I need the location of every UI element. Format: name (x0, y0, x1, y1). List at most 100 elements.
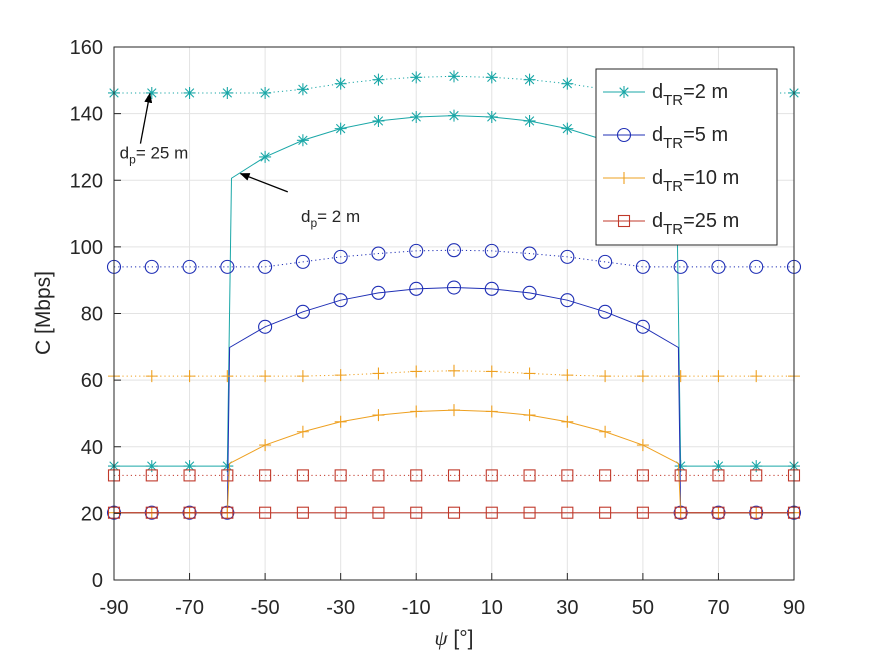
data-point-dotted (673, 259, 688, 274)
data-point-solid (485, 506, 498, 519)
data-point-dotted (372, 469, 385, 482)
data-point-solid (334, 506, 347, 519)
legend-entry-3: dTR=10 m (603, 167, 739, 195)
data-point-solid (410, 506, 423, 519)
legend-label-main: d (652, 210, 663, 232)
data-point-dotted (259, 86, 272, 99)
annotation-sub: p (129, 153, 136, 167)
series-solid-line (114, 287, 794, 514)
data-point-dotted (183, 86, 196, 99)
data-point-solid (410, 405, 423, 418)
data-point-dotted (371, 246, 386, 261)
data-point-solid (259, 439, 272, 452)
data-point-solid (446, 280, 462, 295)
legend-label-sub: TR (663, 92, 683, 109)
data-point-dotted (674, 469, 687, 482)
data-point-solid (334, 122, 347, 135)
legend-label-rest: =10 m (683, 167, 739, 189)
data-point-solid (372, 114, 385, 127)
data-point-solid (523, 506, 536, 519)
legend-entry-4: dTR=25 m (603, 210, 739, 238)
data-point-dotted (674, 370, 687, 383)
series-4 (107, 469, 801, 519)
data-point-solid (598, 304, 613, 319)
data-point-dotted (712, 469, 725, 482)
data-point-solid (712, 506, 725, 519)
data-point-solid (599, 506, 612, 519)
x-tick-label: -10 (402, 597, 431, 619)
data-point-dotted (636, 469, 649, 482)
data-point-dotted (599, 469, 612, 482)
data-point-solid (523, 114, 536, 127)
data-point-solid (259, 506, 272, 519)
legend-label-main: d (652, 124, 663, 146)
legend-label-sub: TR (663, 135, 683, 152)
annotation-main: d (120, 144, 129, 163)
data-point-dotted (561, 77, 574, 90)
data-point-dotted (221, 370, 234, 383)
data-point-dotted (183, 469, 196, 482)
data-point-dotted (409, 243, 424, 258)
legend-label-rest: =25 m (683, 210, 739, 232)
y-tick-label: 0 (92, 570, 103, 592)
data-point-dotted (635, 259, 650, 274)
data-point-dotted (410, 71, 423, 84)
legend-label-main: d (652, 81, 663, 103)
data-point-dotted (258, 259, 273, 274)
data-point-solid (448, 109, 460, 122)
data-point-solid (750, 506, 763, 519)
data-point-solid (296, 425, 309, 438)
data-point-dotted (711, 259, 726, 274)
data-point-dotted (296, 83, 309, 96)
data-point-dotted (599, 370, 612, 383)
data-point-dotted (334, 77, 347, 90)
data-point-dotted (485, 365, 498, 378)
data-point-dotted (182, 259, 197, 274)
legend-label-sub: TR (663, 178, 683, 195)
data-point-dotted (485, 469, 498, 482)
annotation-arrow (139, 92, 153, 144)
data-point-dotted (145, 469, 158, 482)
legend-entry-2: dTR=5 m (603, 124, 728, 152)
data-point-solid (258, 319, 273, 334)
data-point-solid (334, 415, 347, 428)
data-point-solid (296, 506, 309, 519)
data-point-dotted (410, 469, 423, 482)
data-point-dotted (485, 71, 498, 84)
series-dotted-line (114, 249, 794, 268)
data-point-solid (599, 425, 612, 438)
annotation-main: d (301, 207, 310, 226)
annotation-arrow (239, 172, 289, 193)
data-point-dotted (447, 469, 461, 482)
data-point-dotted (750, 370, 763, 383)
data-point-dotted (749, 259, 764, 274)
data-point-solid (636, 439, 649, 452)
data-point-dotted (372, 367, 385, 380)
data-point-solid (561, 506, 574, 519)
data-point-solid (561, 415, 574, 428)
annotations: dp= 25 mdp= 2 m (120, 92, 360, 230)
legend-label-main: d (652, 167, 663, 189)
legend-entry-1: dTR=2 m (603, 81, 728, 109)
x-tick-label: 10 (481, 597, 503, 619)
data-point-solid (183, 460, 196, 473)
data-point-solid (712, 460, 725, 473)
y-tick-label: 160 (70, 37, 103, 59)
data-point-solid (674, 506, 687, 519)
x-tick-label: -90 (100, 597, 129, 619)
annotation-1: dp= 25 m (120, 92, 188, 167)
axis-ticks: -90 -70 -50 -30 -10 10 30 50 70 90 0 20 40 60 80 100 120… (70, 37, 806, 619)
data-point-dotted (333, 249, 348, 264)
data-point-solid (372, 506, 385, 519)
data-point-dotted (259, 469, 272, 482)
data-point-dotted (259, 370, 272, 383)
data-point-solid (448, 404, 460, 417)
data-point-dotted (561, 469, 574, 482)
data-point-dotted (560, 249, 575, 264)
legend-marker (616, 127, 632, 143)
data-point-dotted (334, 469, 347, 482)
data-point-dotted (372, 73, 385, 86)
data-point-solid (183, 506, 196, 519)
